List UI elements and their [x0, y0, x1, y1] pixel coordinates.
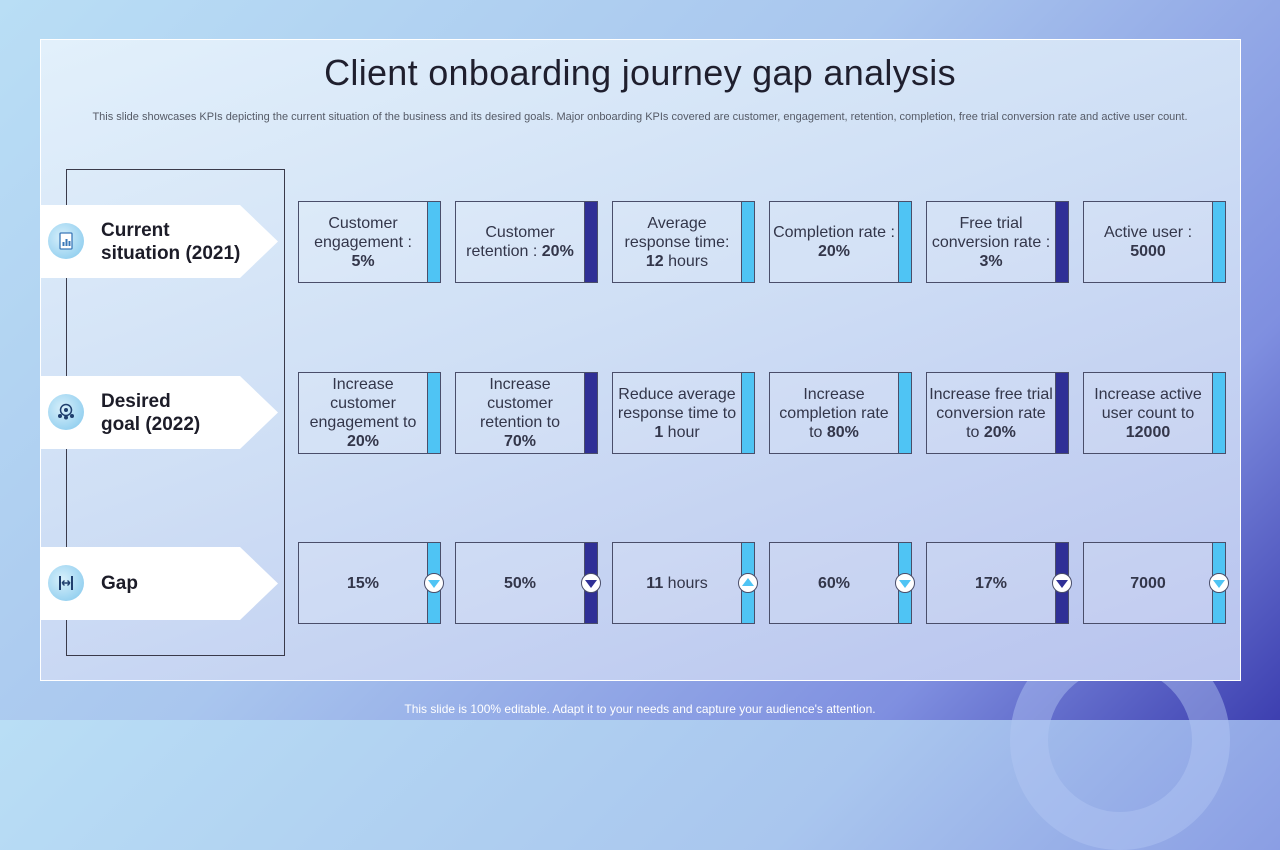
kpi-text: Customer engagement : — [314, 214, 412, 251]
page-subtitle: This slide showcases KPIs depicting the … — [92, 111, 1188, 123]
gap-value: 60% — [817, 574, 851, 592]
gap-unit: hours — [663, 574, 708, 592]
goal-text: Increase completion rate to — [779, 385, 889, 441]
kpi-value: 20% — [541, 243, 574, 260]
kpi-text: Active user : — [1103, 224, 1193, 241]
kpi-text: Customer retention : — [466, 224, 555, 260]
row-label-line2: goal (2022) — [101, 413, 201, 435]
gap-value: 17% — [974, 574, 1008, 592]
kpi-text: Free trial conversion rate : — [931, 214, 1051, 251]
current-kpi-card: Active user : 5000 — [1083, 201, 1226, 283]
accent-bar — [1055, 372, 1069, 454]
gap-value: 11 — [646, 574, 664, 592]
desired-kpi-card: Reduce average response time to 1 hour — [612, 372, 755, 454]
arrow-down-icon — [424, 573, 444, 593]
gap-card: 15% — [298, 542, 444, 624]
gap-measure-icon — [48, 565, 84, 601]
accent-bar — [1212, 201, 1226, 283]
goal-value: 12000 — [1125, 423, 1171, 441]
desired-kpi-card: Increase customer engagement to 20% — [298, 372, 441, 454]
kpi-text: Average response time: — [624, 214, 730, 251]
accent-bar — [898, 372, 912, 454]
row-label-current: Current situation (2021) — [40, 205, 278, 278]
accent-bar — [1055, 201, 1069, 283]
row-label-text: Gap — [101, 573, 138, 594]
accent-bar — [427, 201, 441, 283]
row-label-line2: situation (2021) — [101, 242, 241, 264]
gap-value: 7000 — [1130, 574, 1166, 592]
gap-card: 7000 — [1083, 542, 1229, 624]
row-label-line1: Current — [101, 219, 170, 241]
gap-value: 15% — [346, 574, 380, 592]
desired-kpi-card: Increase customer retention to 70% — [455, 372, 598, 454]
accent-bar — [427, 372, 441, 454]
row-label-desired: Desired goal (2022) — [40, 376, 278, 449]
gap-card: 11 hours — [612, 542, 758, 624]
arrow-up-icon — [738, 573, 758, 593]
current-kpi-card: Customer engagement :5% — [298, 201, 441, 283]
accent-bar — [741, 372, 755, 454]
desired-kpi-card: Increase free trial conversion rate to 2… — [926, 372, 1069, 454]
current-kpi-card: Average response time: 12 hours — [612, 201, 755, 283]
accent-bar — [898, 201, 912, 283]
kpi-value: 5% — [351, 252, 375, 270]
report-icon — [48, 223, 84, 259]
goal-value: 20% — [346, 433, 380, 450]
goal-value: 20% — [983, 423, 1016, 441]
goal-text: Increase active user count to — [1094, 385, 1202, 422]
goal-text: Increase customer retention to — [479, 376, 561, 431]
row-label-line1: Desired — [101, 390, 171, 412]
gap-card: 50% — [455, 542, 601, 624]
page-title: Client onboarding journey gap analysis — [324, 52, 956, 93]
gap-value: 50% — [503, 574, 537, 592]
desired-kpi-card: Increase completion rate to 80% — [769, 372, 912, 454]
kpi-value: 5000 — [1130, 243, 1166, 260]
arrow-down-icon — [1209, 573, 1229, 593]
kpi-value: 3% — [979, 252, 1003, 270]
kpi-value: 12 — [645, 252, 664, 270]
gap-card: 17% — [926, 542, 1072, 624]
current-kpi-card: Completion rate : 20% — [769, 201, 912, 283]
kpi-value: 20% — [817, 243, 851, 260]
goal-text: Increase customer engagement to — [309, 376, 417, 431]
goal-unit: hour — [663, 423, 700, 441]
accent-bar — [1212, 372, 1226, 454]
goal-text: Increase free trial conversion rate to — [929, 385, 1053, 441]
arrow-down-icon — [581, 573, 601, 593]
goal-value: 1 — [654, 423, 664, 441]
accent-bar — [584, 201, 598, 283]
current-kpi-card: Free trial conversion rate : 3% — [926, 201, 1069, 283]
current-kpi-card: Customer retention : 20% — [455, 201, 598, 283]
goal-value: 80% — [826, 423, 859, 441]
row-label-gap: Gap — [40, 547, 278, 620]
gap-card: 60% — [769, 542, 915, 624]
arrow-down-icon — [895, 573, 915, 593]
accent-bar — [741, 201, 755, 283]
kpi-unit: hours — [663, 252, 709, 270]
desired-kpi-card: Increase active user count to 12000 — [1083, 372, 1226, 454]
goal-value: 70% — [503, 433, 537, 450]
accent-bar — [584, 372, 598, 454]
goal-text: Reduce average response time to — [617, 385, 737, 422]
footer-note: This slide is 100% editable. Adapt it to… — [404, 702, 876, 716]
arrow-down-icon — [1052, 573, 1072, 593]
kpi-text: Completion rate : — [773, 224, 895, 241]
target-group-icon — [48, 394, 84, 430]
